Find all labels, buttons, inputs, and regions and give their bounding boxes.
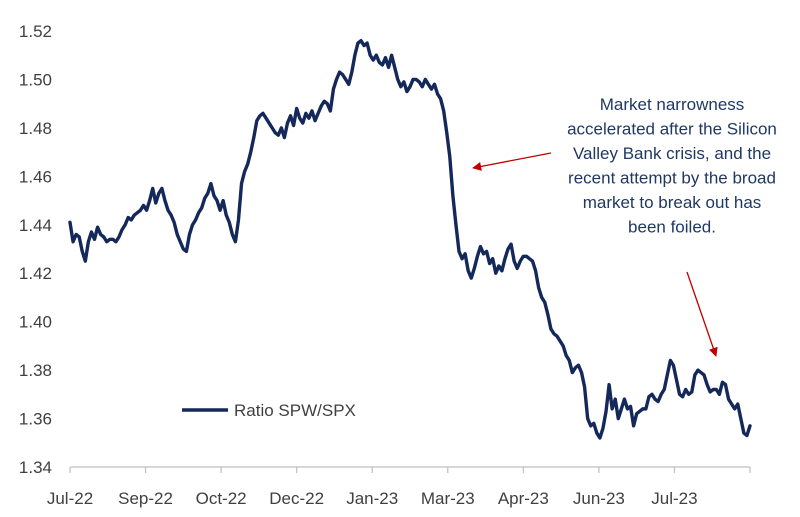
y-tick-label: 1.38 — [19, 361, 52, 380]
y-tick-label: 1.50 — [19, 70, 52, 89]
series-line-ratio-spw-spx — [68, 38, 752, 440]
annotation-line: accelerated after the Silicon — [567, 120, 777, 139]
x-tick-label: Dec-22 — [269, 489, 324, 508]
annotation-line: market to break out has — [583, 193, 762, 212]
annotation-line: Market narrowness — [600, 95, 745, 114]
x-tick-label: Jul-22 — [47, 489, 93, 508]
annotation-arrows — [472, 152, 718, 357]
x-axis: Jul-22 Sep-22 Oct-22 Dec-22 Jan-23 Mar-23 Apr-… — [47, 466, 751, 508]
x-tick-label: Sep-22 — [118, 489, 173, 508]
y-tick-label: 1.34 — [19, 458, 52, 477]
annotation-line: been foiled. — [628, 218, 716, 237]
y-tick-label: 1.52 — [19, 22, 52, 41]
x-tick-label: Jan-23 — [346, 489, 398, 508]
x-tick-label: Mar-23 — [421, 489, 475, 508]
annotation-line: recent attempt by the broad — [568, 169, 776, 188]
y-tick-label: 1.42 — [19, 264, 52, 283]
annotation-arrow — [686, 271, 718, 357]
legend: Ratio SPW/SPX — [182, 401, 356, 420]
x-tick-label: Oct-22 — [196, 489, 247, 508]
y-tick-label: 1.44 — [19, 216, 52, 235]
annotation: Market narrowness accelerated after the S… — [567, 95, 777, 237]
x-tick-label: Jun-23 — [573, 489, 625, 508]
x-tick-label: Apr-23 — [498, 489, 549, 508]
x-tick-label: Jul-23 — [651, 489, 697, 508]
y-tick-label: 1.48 — [19, 119, 52, 138]
y-axis-ticks: 1.34 1.36 1.38 1.40 1.42 1.44 1.46 1.48 1.50 1.52 — [19, 22, 52, 477]
annotation-arrow — [472, 152, 552, 171]
y-tick-label: 1.36 — [19, 410, 52, 429]
legend-label: Ratio SPW/SPX — [234, 401, 356, 420]
y-tick-label: 1.40 — [19, 313, 52, 332]
annotation-line: Valley Bank crisis, and the — [573, 144, 771, 163]
y-tick-label: 1.46 — [19, 167, 52, 186]
